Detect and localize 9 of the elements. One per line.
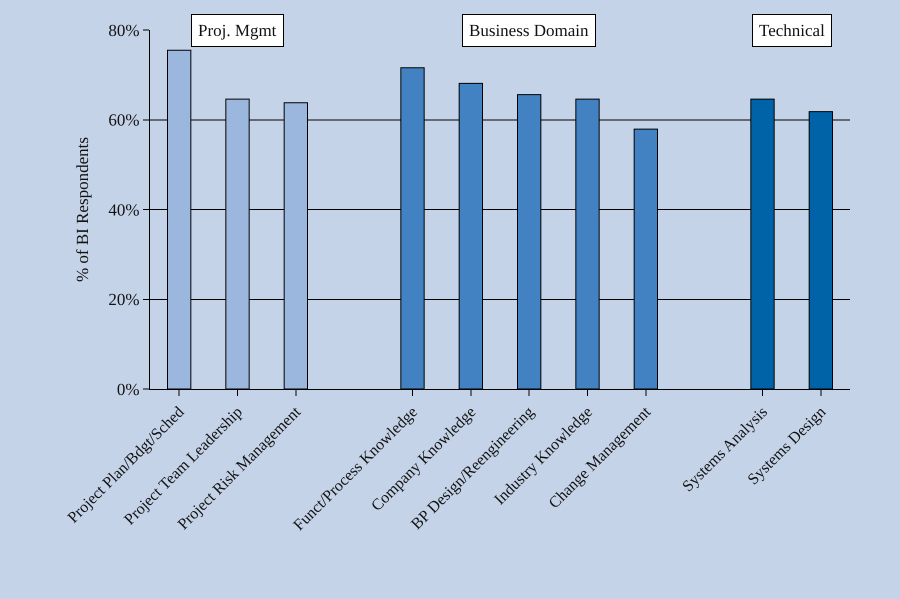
y-tick-label: 60% [108,110,140,130]
y-tick-label: 0% [116,380,140,399]
y-tick-label: 80% [108,20,140,40]
y-tick-label: 40% [108,200,140,220]
annotation: Technical [759,21,826,40]
y-tick-label: 20% [108,290,140,310]
annotation: Proj. Mgmt [198,21,277,40]
y-axis-title: % of BI Respondents [72,137,92,282]
annotation: Business Domain [469,21,589,40]
